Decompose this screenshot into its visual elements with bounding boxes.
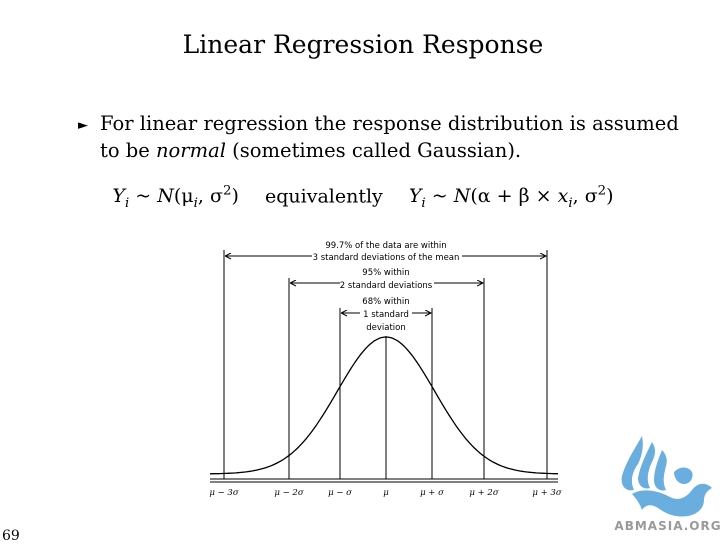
bullet-text-part-1: For linear regression the response distr…: [100, 112, 679, 162]
bullet-text-part-2: (sometimes called Gaussian).: [225, 139, 522, 162]
bell-curve: [210, 336, 558, 475]
annotation-1sd-line1: 68% within: [362, 297, 409, 307]
slide-title: Linear Regression Response: [182, 30, 544, 59]
formula-left: Yi ~ N(μi, σ2): [112, 184, 239, 212]
axis-tick-label: μ + σ: [420, 488, 444, 498]
annotation-2sd-line1: 95% within: [362, 268, 409, 278]
axis-tick-label: μ + 2σ: [469, 488, 498, 498]
annotation-1sd-line2: 1 standard: [363, 310, 409, 320]
bullet-text: For linear regression the response distr…: [100, 110, 680, 164]
axis-tick-label: μ − 3σ: [209, 488, 238, 498]
formula-connector: equivalently: [264, 185, 383, 208]
axis-tick-label: μ: [383, 488, 389, 498]
bullet-triangle-icon: ►: [78, 118, 88, 133]
annotation-1sd-line3: deviation: [366, 323, 406, 333]
formula-right: Yi ~ N(α + β × xi, σ2): [408, 184, 614, 212]
axis-tick-label: μ − 2σ: [274, 488, 303, 498]
page-number: 69: [2, 528, 20, 544]
formula-line: Yi ~ N(μi, σ2) equivalently Yi ~ N(α + β…: [0, 184, 726, 211]
bullet-emphasis: normal: [156, 139, 226, 162]
logo-emblem-icon: [621, 436, 712, 517]
abmasia-logo: ABMASIA.ORG: [614, 436, 721, 533]
annotation-3sd-line2: 3 standard deviations of the mean: [313, 253, 460, 263]
annotation-2sd-line2: 2 standard deviations: [340, 281, 433, 291]
logo-text: ABMASIA.ORG: [614, 519, 721, 533]
annotation-3sd-line1: 99.7% of the data are within: [325, 241, 446, 251]
axis-tick-label: μ − σ: [328, 488, 352, 498]
axis-tick-label: μ + 3σ: [532, 488, 561, 498]
